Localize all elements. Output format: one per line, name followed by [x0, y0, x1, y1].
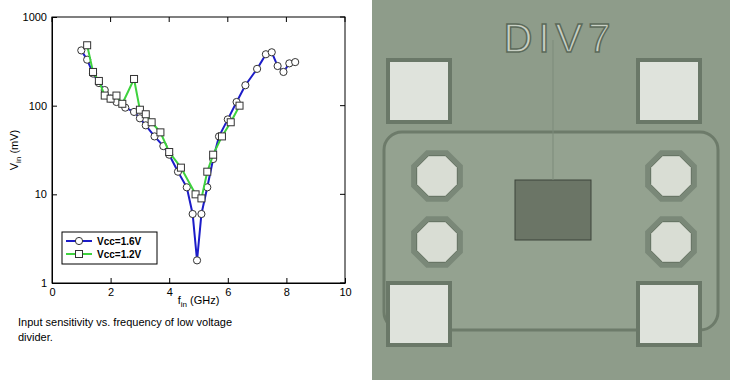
x-tick-label: 8	[284, 286, 290, 298]
pad-ring	[645, 150, 697, 202]
y-tick-label: 1000	[23, 11, 47, 23]
x-tick-mark	[110, 17, 111, 22]
data-point	[227, 119, 234, 126]
data-point	[95, 77, 102, 84]
y-tick: 1000	[23, 11, 57, 23]
data-point	[119, 100, 126, 107]
y-tick-label: 10	[35, 188, 47, 200]
figure: 0 2 4 6 8 10 1 10 100 1000 fin (GHz) Vin (mV) Input …	[0, 0, 730, 380]
y-axis-title: Vin (mV)	[8, 130, 23, 170]
data-point	[193, 257, 200, 264]
y-tick-mark	[340, 283, 345, 284]
y-tick-mark	[52, 194, 57, 195]
x-tick-mark	[111, 278, 112, 283]
caption: Input sensitivity vs. frequency of low v…	[18, 316, 235, 343]
y-axis-line	[52, 18, 53, 284]
x-tick-label: 2	[108, 286, 114, 298]
y-tick-mark	[52, 106, 57, 107]
bond-pad	[638, 283, 700, 345]
data-point	[157, 129, 164, 136]
y-tick-mark	[340, 17, 345, 18]
series-line	[87, 45, 239, 198]
chip-photo: DIV7	[372, 0, 730, 380]
data-point	[292, 58, 299, 65]
data-point	[113, 92, 120, 99]
x-tick: 10	[339, 278, 351, 298]
pad-ring	[411, 216, 463, 268]
data-point	[142, 111, 149, 118]
data-point	[254, 65, 261, 72]
data-point	[210, 151, 217, 158]
legend-marker	[76, 251, 83, 258]
x-tick-mark	[227, 17, 228, 22]
data-point	[189, 210, 196, 217]
data-point	[218, 133, 225, 140]
data-point	[84, 42, 91, 49]
circuit-core	[515, 180, 591, 240]
x-tick-mark	[169, 278, 170, 283]
mirror-ticks	[52, 17, 345, 283]
y-tick-label: 100	[29, 100, 47, 112]
data-point	[131, 75, 138, 82]
y-tick-mark	[52, 283, 57, 284]
data-point	[280, 68, 287, 75]
probe-pad	[651, 156, 692, 197]
series-line	[81, 50, 295, 260]
bond-pad	[638, 60, 700, 122]
plot-area	[78, 42, 299, 264]
x-tick-mark	[286, 17, 287, 22]
x-tick-label: 4	[167, 286, 173, 298]
x-tick: 8	[284, 278, 290, 298]
trace	[553, 40, 554, 180]
pad-ring	[645, 216, 697, 268]
probe-pad	[651, 222, 692, 263]
legend: Vcc=1.6V Vcc=1.2V	[62, 232, 157, 264]
legend-label: Vcc=1.2V	[97, 249, 142, 260]
y-tick-mark	[340, 194, 345, 195]
x-tick-mark	[228, 278, 229, 283]
pad-ring	[411, 150, 463, 202]
y-tick-mark	[52, 17, 57, 18]
data-point	[236, 102, 243, 109]
data-point	[166, 149, 173, 156]
probe-pad	[417, 156, 458, 197]
probe-pad	[417, 222, 458, 263]
x-tick-mark	[345, 278, 346, 283]
x-axis-title: fin (GHz)	[178, 294, 220, 309]
legend-box	[62, 232, 157, 264]
bond-pad	[388, 60, 450, 122]
x-tick: 2	[108, 278, 114, 298]
data-point	[198, 210, 205, 217]
x-tick: 4	[167, 278, 173, 298]
chip-label: DIV7	[504, 16, 617, 60]
x-tick-mark	[345, 17, 346, 22]
x-tick-mark	[169, 17, 170, 22]
legend-label: Vcc=1.6V	[97, 236, 142, 247]
x-tick-mark	[286, 278, 287, 283]
y-tick: 10	[35, 188, 57, 200]
x-tick-label: 0	[49, 286, 55, 298]
x-tick: 6	[225, 278, 231, 298]
x-tick-label: 10	[339, 286, 351, 298]
x-tick-mark	[52, 17, 53, 22]
data-point	[274, 62, 281, 69]
data-point	[148, 119, 155, 126]
bond-pad	[388, 283, 450, 345]
y-axis: 1 10 100 1000	[23, 11, 57, 289]
data-point	[204, 168, 211, 175]
data-point	[177, 164, 184, 171]
y-tick-label: 1	[41, 277, 47, 289]
data-point	[90, 68, 97, 75]
y-tick-mark	[340, 105, 345, 106]
data-point	[242, 82, 249, 89]
legend-marker	[75, 237, 82, 244]
x-tick-label: 6	[225, 286, 231, 298]
y-tick: 100	[29, 100, 57, 112]
data-point	[268, 49, 275, 56]
x-axis-line	[53, 283, 346, 284]
chip-background	[372, 0, 730, 380]
plot-frame	[52, 17, 345, 283]
data-point	[198, 195, 205, 202]
y-tick: 1	[41, 277, 57, 289]
